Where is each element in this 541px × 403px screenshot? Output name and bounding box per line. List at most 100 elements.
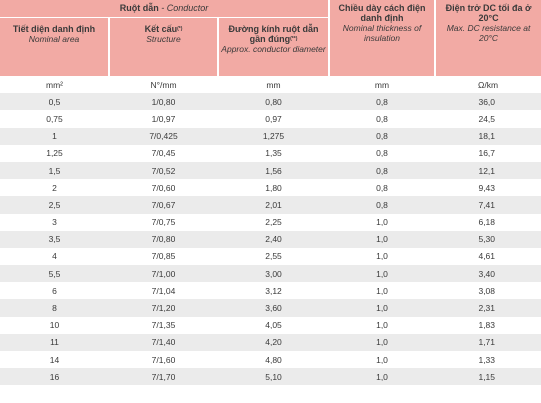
insulation-cell: 1,0	[329, 213, 436, 231]
nominal-area-cell: 0,75	[0, 110, 109, 128]
table-row: 4 7/0,85 2,55 1,0 4,61	[0, 247, 541, 266]
insulation-cell: 1,0	[329, 351, 436, 369]
insulation-cell: 0,8	[329, 161, 436, 180]
table-row: 0,75 1/0,97 0,97 0,8 24,5	[0, 110, 541, 128]
insulation-cell: 1,0	[329, 265, 436, 283]
nominal-area-cell: 2	[0, 179, 109, 197]
col3-footnote-mark: (**)	[290, 36, 298, 42]
nominal-area-cell: 0,5	[0, 93, 109, 111]
structure-cell: 7/0,52	[109, 161, 218, 180]
structure-cell: 7/0,75	[109, 213, 218, 231]
nominal-area-cell: 2,5	[0, 196, 109, 214]
resistance-cell: 16,7	[435, 144, 541, 162]
diameter-cell: 2,25	[218, 213, 330, 231]
structure-cell: 7/0,425	[109, 127, 218, 145]
unit-cell: mm	[218, 76, 330, 94]
structure-cell: 7/0,67	[109, 196, 218, 214]
diameter-cell: 1,80	[218, 179, 330, 197]
resistance-cell: 1,15	[435, 368, 541, 386]
col3-vi: Đường kính ruột dẫn gần đúng	[228, 24, 319, 44]
resistance-cell: 1,33	[435, 351, 541, 369]
resistance-cell: 5,30	[435, 230, 541, 248]
unit-cell: Ω/km	[435, 76, 541, 94]
table-row: 3,5 7/0,80 2,40 1,0 5,30	[0, 230, 541, 248]
diameter-cell: 4,20	[218, 333, 330, 351]
insulation-cell: 0,8	[329, 127, 436, 145]
insulation-cell: 0,8	[329, 93, 436, 111]
nominal-area-cell: 16	[0, 368, 109, 386]
diameter-cell: 1,56	[218, 161, 330, 180]
col5-en: Max. DC resistance at 20°C	[446, 23, 531, 43]
table-row: 0,5 1/0,80 0,80 0,8 36,0	[0, 93, 541, 111]
diameter-cell: 4,80	[218, 351, 330, 369]
structure-cell: 7/1,40	[109, 333, 218, 351]
insulation-cell: 0,8	[329, 110, 436, 128]
insulation-cell: 0,8	[329, 144, 436, 162]
col-header-nominal-area: Tiết diện danh định Nominal area	[0, 17, 109, 76]
units-row: mm² N°/mm mm mm Ω/km	[0, 76, 541, 94]
col4-en: Nominal thickness of insulation	[342, 23, 422, 43]
structure-cell: 7/0,80	[109, 230, 218, 248]
nominal-area-cell: 6	[0, 282, 109, 300]
table-row: 10 7/1,35 4,05 1,0 1,83	[0, 316, 541, 334]
diameter-cell: 3,12	[218, 282, 330, 300]
diameter-cell: 1,35	[218, 144, 330, 162]
structure-cell: 7/1,00	[109, 265, 218, 283]
nominal-area-cell: 8	[0, 299, 109, 317]
nominal-area-cell: 14	[0, 351, 109, 369]
table-body: mm² N°/mm mm mm Ω/km 0,5 1/0,80 0,80 0,8 36,…	[0, 76, 541, 386]
resistance-cell: 1,83	[435, 316, 541, 334]
structure-cell: 7/1,35	[109, 316, 218, 334]
resistance-cell: 24,5	[435, 110, 541, 128]
structure-cell: 7/0,85	[109, 247, 218, 266]
unit-cell: N°/mm	[109, 76, 218, 94]
diameter-cell: 1,275	[218, 127, 330, 145]
conductor-group-vi: Ruột dẫn	[119, 3, 159, 13]
table-row: 1 7/0,425 1,275 0,8 18,1	[0, 127, 541, 145]
structure-cell: 1/0,80	[109, 93, 218, 111]
diameter-cell: 0,80	[218, 93, 330, 111]
nominal-area-cell: 5,5	[0, 265, 109, 283]
structure-cell: 7/1,70	[109, 368, 218, 386]
structure-cell: 1/0,97	[109, 110, 218, 128]
col4-vi: Chiều dày cách điện danh định	[338, 3, 426, 23]
diameter-cell: 0,97	[218, 110, 330, 128]
nominal-area-cell: 3	[0, 213, 109, 231]
diameter-cell: 3,60	[218, 299, 330, 317]
resistance-cell: 3,40	[435, 265, 541, 283]
table-row: 2,5 7/0,67 2,01 0,8 7,41	[0, 196, 541, 214]
nominal-area-cell: 1	[0, 127, 109, 145]
table-row: 5,5 7/1,00 3,00 1,0 3,40	[0, 265, 541, 283]
col-header-diameter: Đường kính ruột dẫn gần đúng(**) Approx.…	[216, 17, 330, 76]
conductor-group-en: Conductor	[166, 3, 209, 13]
insulation-cell: 1,0	[329, 316, 436, 334]
col2-en: Structure	[146, 34, 181, 44]
col1-en: Nominal area	[28, 34, 80, 44]
insulation-cell: 1,0	[329, 333, 436, 351]
col-header-insulation: Chiều dày cách điện danh định Nominal th…	[328, 0, 436, 76]
resistance-cell: 2,31	[435, 299, 541, 317]
col2-footnote-mark: (*)	[177, 26, 183, 32]
diameter-cell: 3,00	[218, 265, 330, 283]
table-header: Ruột dẫn - Conductor Chiều dày cách điện…	[0, 0, 541, 76]
structure-cell: 7/0,60	[109, 179, 218, 197]
nominal-area-cell: 3,5	[0, 230, 109, 248]
structure-cell: 7/1,60	[109, 351, 218, 369]
nominal-area-cell: 11	[0, 333, 109, 351]
insulation-cell: 1,0	[329, 230, 436, 248]
table-row: 8 7/1,20 3,60 1,0 2,31	[0, 299, 541, 317]
resistance-cell: 1,71	[435, 333, 541, 351]
resistance-cell: 3,08	[435, 282, 541, 300]
insulation-cell: 1,0	[329, 282, 436, 300]
table-row: 1,25 7/0,45 1,35 0,8 16,7	[0, 144, 541, 162]
resistance-cell: 4,61	[435, 247, 541, 266]
table-row: 11 7/1,40 4,20 1,0 1,71	[0, 333, 541, 351]
col-header-resistance: Điện trở DC tối đa ở 20°C Max. DC resist…	[434, 0, 541, 76]
col5-vi: Điện trở DC tối đa ở 20°C	[445, 3, 532, 23]
diameter-cell: 2,01	[218, 196, 330, 214]
table-row: 2 7/0,60 1,80 0,8 9,43	[0, 179, 541, 197]
nominal-area-cell: 10	[0, 316, 109, 334]
resistance-cell: 7,41	[435, 196, 541, 214]
resistance-cell: 6,18	[435, 213, 541, 231]
insulation-cell: 1,0	[329, 299, 436, 317]
